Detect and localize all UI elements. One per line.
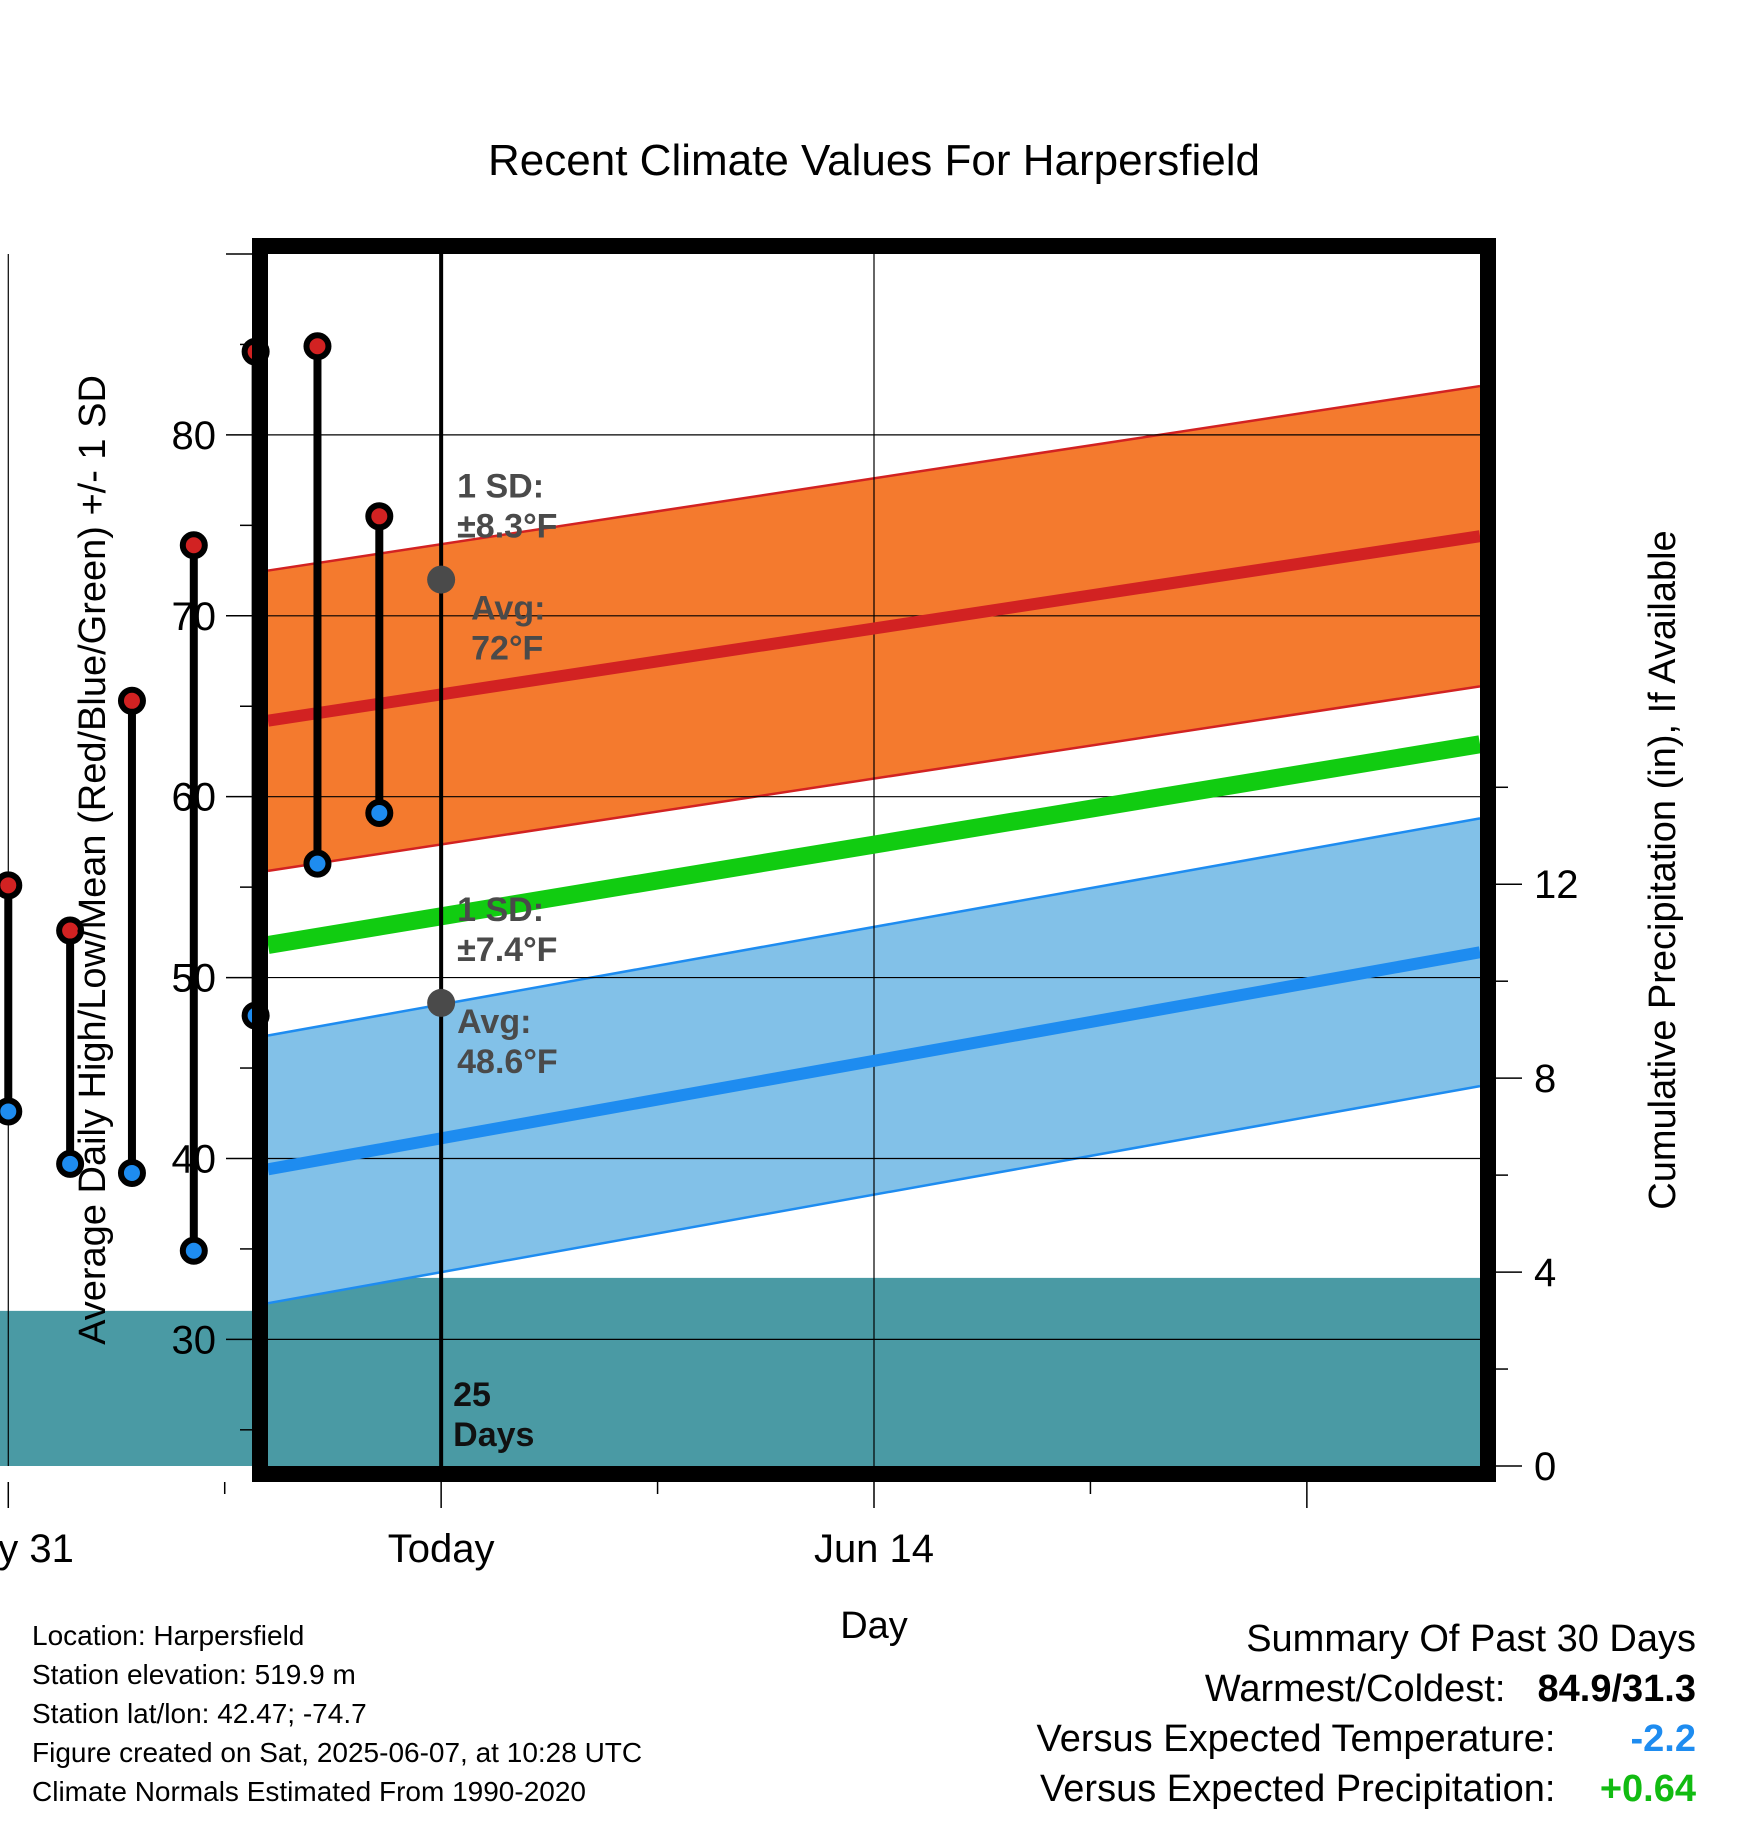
y-tick-label: 60 bbox=[172, 776, 217, 820]
location-text: Location: Harpersfield bbox=[32, 1620, 305, 1651]
warmest-coldest-label: Warmest/Coldest: bbox=[1204, 1668, 1506, 1710]
precipitation-area bbox=[0, 1277, 1480, 1466]
normals-text: Climate Normals Estimated From 1990-2020 bbox=[32, 1776, 586, 1807]
summary-title: Summary Of Past 30 Days bbox=[1246, 1618, 1696, 1660]
latlon-text: Station lat/lon: 42.47; -74.7 bbox=[32, 1698, 367, 1729]
daily-high-point bbox=[56, 916, 85, 945]
daily-low-point bbox=[179, 1236, 208, 1265]
y-right-tick-label: 12 bbox=[1534, 863, 1579, 907]
x-tick-label: May 31 bbox=[0, 1527, 74, 1571]
y-tick-label: 70 bbox=[172, 595, 217, 639]
y-axis-title-right: Cumulative Precipitation (in), If Availa… bbox=[1642, 530, 1684, 1209]
y-right-tick-label: 8 bbox=[1534, 1057, 1556, 1101]
high-avg-marker bbox=[427, 565, 456, 594]
daily-low-point bbox=[56, 1149, 85, 1178]
daily-low-point bbox=[303, 849, 332, 878]
x-tick-label: Today bbox=[388, 1527, 495, 1571]
x-axis-title: Day bbox=[840, 1605, 908, 1647]
daily-low-point bbox=[365, 798, 394, 827]
daily-low-point bbox=[0, 1097, 23, 1126]
daily-high-point bbox=[303, 332, 332, 361]
temperature-departure-row: Versus Expected Temperature: -2.2 bbox=[1037, 1714, 1696, 1764]
daily-low-point bbox=[117, 1158, 146, 1187]
plot-frame bbox=[252, 238, 1496, 1482]
low-sd-label: 1 SD: bbox=[457, 891, 544, 929]
y-tick-label: 40 bbox=[172, 1137, 217, 1181]
precipitation-departure-label: Versus Expected Precipitation: bbox=[1040, 1768, 1556, 1810]
high-sd-value: ±8.3°F bbox=[457, 508, 557, 546]
station-info: Location: Harpersfield Station elevation… bbox=[32, 1616, 642, 1811]
high-avg-label: Avg: bbox=[471, 590, 545, 628]
high-sd-label: 1 SD: bbox=[457, 468, 544, 506]
precip-days-label: Days bbox=[453, 1416, 534, 1454]
warmest-coldest-value: 84.9/31.3 bbox=[1537, 1668, 1696, 1710]
daily-high-point bbox=[179, 531, 208, 560]
y-axis-title-left: Average Daily High/Low/Mean (Red/Blue/Gr… bbox=[72, 375, 114, 1345]
daily-high-point bbox=[365, 502, 394, 531]
y-tick-label: 50 bbox=[172, 957, 217, 1001]
high-avg-value: 72°F bbox=[471, 630, 543, 668]
daily-high-point bbox=[0, 871, 23, 900]
y-tick-label: 80 bbox=[172, 414, 217, 458]
created-text: Figure created on Sat, 2025-06-07, at 10… bbox=[32, 1737, 643, 1768]
temperature-departure-label: Versus Expected Temperature: bbox=[1036, 1718, 1556, 1760]
precipitation-departure-row: Versus Expected Precipitation: +0.64 bbox=[1037, 1764, 1696, 1814]
low-normal-line bbox=[266, 946, 1482, 1176]
high-normal-line bbox=[267, 530, 1481, 727]
elevation-text: Station elevation: 519.9 m bbox=[32, 1659, 356, 1690]
warmest-coldest-row: Warmest/Coldest: 84.9/31.3 bbox=[1037, 1664, 1696, 1714]
low-avg-value: 48.6°F bbox=[457, 1043, 558, 1081]
precipitation-departure-value: +0.64 bbox=[1599, 1768, 1696, 1810]
daily-high-point bbox=[117, 686, 146, 715]
x-tick-label: Jun 14 bbox=[814, 1527, 934, 1571]
low-avg-marker bbox=[427, 988, 456, 1017]
mean-normal-line bbox=[266, 735, 1482, 954]
summary-panel: Summary Of Past 30 Days Warmest/Coldest:… bbox=[1037, 1614, 1696, 1814]
precip-days-count: 25 bbox=[453, 1376, 491, 1414]
y-right-tick-label: 0 bbox=[1534, 1445, 1556, 1489]
y-right-tick-label: 4 bbox=[1534, 1251, 1556, 1295]
low-avg-label: Avg: bbox=[457, 1003, 531, 1041]
temperature-departure-value: -2.2 bbox=[1630, 1718, 1696, 1760]
y-tick-label: 30 bbox=[172, 1318, 217, 1362]
low-sd-value: ±7.4°F bbox=[457, 931, 557, 969]
chart-title: Recent Climate Values For Harpersfield bbox=[488, 136, 1260, 185]
